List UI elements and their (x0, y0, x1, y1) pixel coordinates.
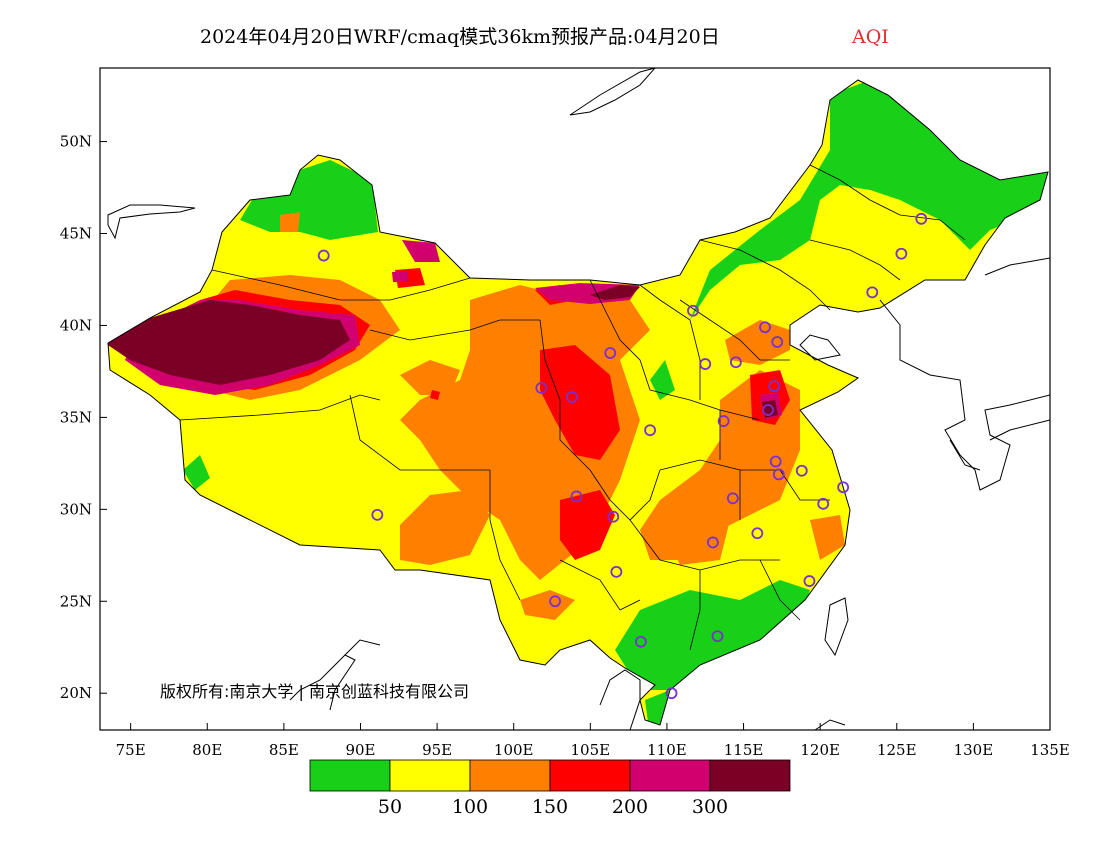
station-markers (317, 212, 928, 700)
station-marker (687, 304, 699, 317)
station-marker (772, 468, 785, 481)
station-marker (566, 391, 578, 404)
y-tick-label: 30N (60, 500, 92, 518)
station-marker (803, 575, 816, 587)
station-marker (549, 595, 561, 608)
y-tick-label: 50N (60, 133, 92, 151)
legend-swatch (629, 759, 711, 792)
legend-swatch (709, 759, 791, 792)
station-marker (837, 481, 850, 494)
station-marker (535, 382, 548, 394)
legend-swatch (309, 759, 391, 792)
station-marker (607, 510, 620, 523)
y-tick-label: 40N (60, 316, 92, 334)
station-marker (699, 358, 712, 370)
map-plot-area (100, 68, 1050, 730)
x-tick-label: 90E (345, 741, 375, 759)
station-marker (771, 336, 784, 348)
x-tick-label: 125E (877, 741, 917, 759)
station-marker (729, 356, 742, 369)
aqi-band-300-plus (108, 285, 778, 418)
station-marker (726, 492, 739, 505)
station-marker (759, 321, 771, 334)
map-frame (99, 67, 1051, 731)
station-marker (604, 347, 617, 359)
x-tick-label: 130E (954, 741, 994, 759)
x-tick-label: 115E (724, 741, 764, 759)
station-marker (317, 249, 330, 262)
station-marker (634, 635, 647, 648)
station-marker (866, 286, 879, 299)
station-marker (570, 490, 583, 503)
axis-ticks: 75E 80E 85E 90E 95E 100E 105E 110E 115E 120E 125E 1… (60, 133, 1070, 759)
y-tick-label: 45N (60, 225, 92, 243)
y-tick-label: 20N (60, 684, 92, 702)
station-marker (768, 380, 781, 393)
station-marker (769, 455, 782, 468)
map-title: 2024年04月20日WRF/cmaq模式36km预报产品:04月20日 (200, 26, 720, 48)
station-marker (707, 536, 719, 549)
station-marker (762, 404, 774, 416)
x-tick-label: 110E (647, 741, 687, 759)
x-tick-label: 75E (116, 741, 146, 759)
color-legend: 50 100 150 200 300 (309, 759, 791, 818)
x-tick-label: 120E (800, 741, 840, 759)
station-marker (717, 415, 730, 427)
copyright-text: 版权所有:南京大学 | 南京创蓝科技有限公司 (160, 682, 469, 701)
coastlines (107, 68, 1050, 730)
x-tick-label: 135E (1030, 741, 1070, 759)
legend-threshold-label: 300 (692, 796, 728, 818)
station-marker (915, 212, 928, 225)
legend-swatch (549, 759, 631, 792)
station-marker (895, 247, 908, 260)
station-marker (751, 527, 764, 540)
station-marker (817, 497, 830, 510)
y-tick-label: 25N (60, 592, 92, 610)
x-tick-label: 85E (269, 741, 299, 759)
station-marker (610, 565, 623, 578)
legend-threshold-label: 200 (612, 796, 648, 818)
x-tick-label: 95E (422, 741, 452, 759)
x-tick-label: 100E (494, 741, 534, 759)
station-marker (371, 508, 384, 521)
station-marker (644, 424, 656, 437)
x-tick-label: 105E (571, 741, 611, 759)
station-marker (665, 687, 678, 700)
y-tick-label: 35N (60, 408, 92, 426)
legend-threshold-label: 50 (378, 796, 402, 818)
station-marker (795, 464, 808, 477)
station-marker (711, 630, 724, 643)
legend-swatch (469, 759, 551, 792)
legend-swatch (389, 759, 471, 792)
legend-threshold-label: 100 (452, 796, 488, 818)
variable-label: AQI (851, 26, 889, 48)
legend-threshold-label: 150 (532, 796, 568, 818)
x-tick-label: 80E (192, 741, 222, 759)
province-boundaries (179, 164, 966, 651)
